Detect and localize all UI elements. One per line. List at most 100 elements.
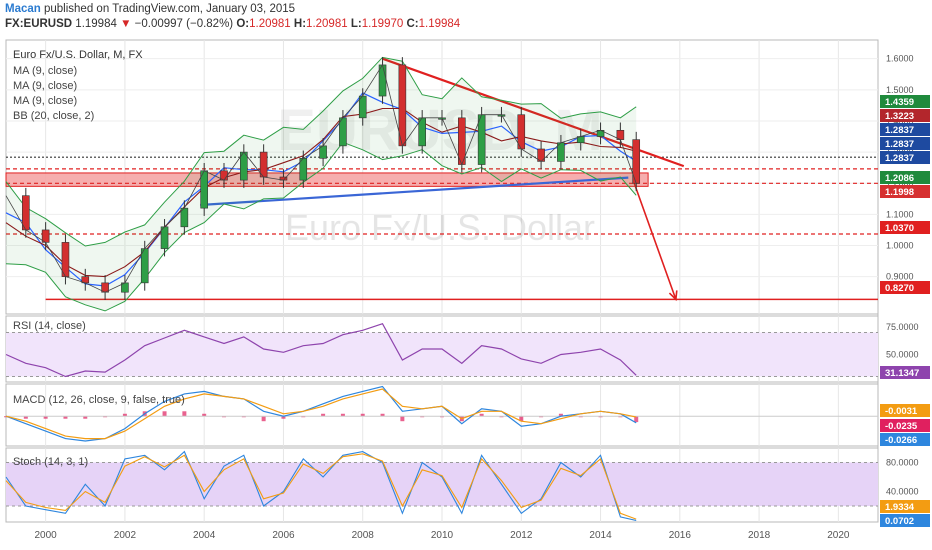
open-value: 1.20981 (249, 18, 291, 30)
change-value: −0.00997 (−0.82%) (134, 18, 234, 30)
down-arrow-icon: ▼ (120, 18, 132, 30)
price-tag (880, 151, 930, 164)
legend-entry: MA (9, close) (13, 65, 77, 77)
rsi-title: RSI (14, close) (13, 320, 86, 332)
candle-body (160, 226, 169, 249)
rsi-y-tick: 75.0000 (886, 322, 919, 332)
author-name[interactable]: Macan (5, 3, 41, 15)
price-y-tick: 1.1000 (886, 209, 914, 219)
bollinger-lower (5, 141, 637, 312)
stoch-title: Stoch (14, 3, 1) (13, 456, 88, 468)
watermark-name: Euro Fx/U.S. Dollar (285, 207, 595, 248)
price-y-tick: 1.0000 (886, 241, 914, 251)
x-tick-label: 2002 (114, 530, 137, 541)
price-tag (880, 171, 930, 184)
close-label: C: (406, 18, 419, 30)
projection-arrowhead (668, 290, 678, 302)
legend-entry: BB (20, close, 2) (13, 110, 94, 122)
price-tag-label: 1.2837 (885, 153, 914, 164)
price-y-tick: 1.6000 (886, 54, 914, 64)
price-tag (880, 109, 930, 122)
macd-histogram-bar (182, 411, 187, 417)
support-zone (5, 172, 649, 187)
macd-last-tag (880, 404, 930, 417)
candle-body (418, 117, 426, 147)
x-tick-label: 2012 (510, 530, 533, 541)
high-label: H: (293, 18, 307, 30)
price-tag-label: 1.2086 (885, 173, 914, 184)
price-tag-label: 0.8270 (885, 283, 914, 294)
price-tag (880, 185, 930, 198)
macd-last-tag (880, 433, 930, 446)
macd-last-tag (880, 419, 930, 432)
macd-title: MACD (12, 26, close, 9, false, true) (13, 394, 185, 406)
price-tag-label: 1.1998 (885, 187, 914, 198)
close-value: 1.19984 (418, 18, 461, 30)
price-tag (880, 281, 930, 294)
macd-histogram-bar (321, 413, 326, 417)
quote-line: FX:EURUSD 1.19984 ▼ −0.00997 (−0.82%) O:… (5, 18, 460, 30)
price-y-tick: 1.5000 (886, 85, 914, 95)
x-tick-label: 2020 (827, 530, 850, 541)
macd-histogram-bar (261, 416, 266, 422)
candle-body (240, 151, 248, 181)
indicator-band (6, 462, 878, 507)
stoch-last-tag (880, 500, 930, 513)
price-tag-label: 1.4359 (885, 97, 914, 108)
stoch-y-tick: 80.0000 (886, 458, 919, 468)
stoch-d-line (5, 453, 637, 520)
price-tag-label: 1.0370 (885, 223, 914, 234)
rsi-last-tag (880, 366, 930, 379)
macd-histogram-bar (23, 416, 28, 419)
stoch-y-tick: 40.0000 (886, 487, 919, 497)
macd-histogram-bar (634, 416, 639, 423)
x-tick-label: 2004 (193, 530, 216, 541)
projection-arrow (633, 182, 677, 300)
macd-histogram-bar (400, 416, 405, 422)
macd-histogram-bar (83, 416, 88, 419)
publish-line: Macan published on TradingView.com, Janu… (5, 3, 295, 15)
macd-histogram-bar (360, 413, 365, 417)
macd-histogram-bar (519, 416, 524, 422)
stoch-last-tag (880, 514, 930, 527)
price-tag-label: 1.2837 (885, 125, 914, 136)
high-value: 1.20981 (306, 18, 348, 30)
chart-header: Macan published on TradingView.com, Janu… (0, 0, 932, 34)
x-tick-label: 2006 (272, 530, 295, 541)
symbol: FX:EURUSD (5, 18, 73, 30)
macd-histogram-bar (63, 416, 68, 419)
x-tick-label: 2008 (352, 530, 375, 541)
x-tick-label: 2016 (669, 530, 692, 541)
chart-title: Euro Fx/U.S. Dollar, M, FX (13, 49, 143, 61)
low-value: 1.19970 (361, 18, 404, 30)
rsi-last-label: 31.1347 (885, 368, 919, 379)
macd-histogram-bar (281, 416, 286, 419)
price-tag (880, 123, 930, 136)
macd-histogram-bar (479, 413, 484, 417)
macd-last-label: -0.0031 (885, 406, 918, 417)
legend-entry: MA (9, close) (13, 80, 77, 92)
macd-line (5, 385, 637, 442)
candle-body (140, 248, 149, 284)
macd-histogram-bar (162, 411, 167, 417)
macd-histogram-bar (340, 413, 345, 417)
price-tag (880, 95, 930, 108)
candle-body (339, 117, 347, 147)
x-tick-label: 2018 (748, 530, 771, 541)
x-tick-label: 2010 (431, 530, 454, 541)
low-label: L: (350, 18, 362, 30)
price-tag-label: 1.3223 (885, 111, 914, 122)
macd-signal-line (5, 388, 637, 440)
candle-body (61, 242, 70, 277)
macd-histogram-bar (202, 413, 207, 417)
macd-histogram-bar (558, 413, 563, 417)
legend-entry: MA (9, close) (13, 95, 77, 107)
macd-histogram-bar (380, 413, 385, 417)
publish-text: published on TradingView.com, January 03… (40, 3, 296, 15)
indicator-band (6, 332, 878, 377)
candle-body (517, 114, 526, 150)
candle-body (378, 64, 387, 97)
candle-body (358, 95, 367, 119)
last-price: 1.19984 (75, 18, 117, 30)
